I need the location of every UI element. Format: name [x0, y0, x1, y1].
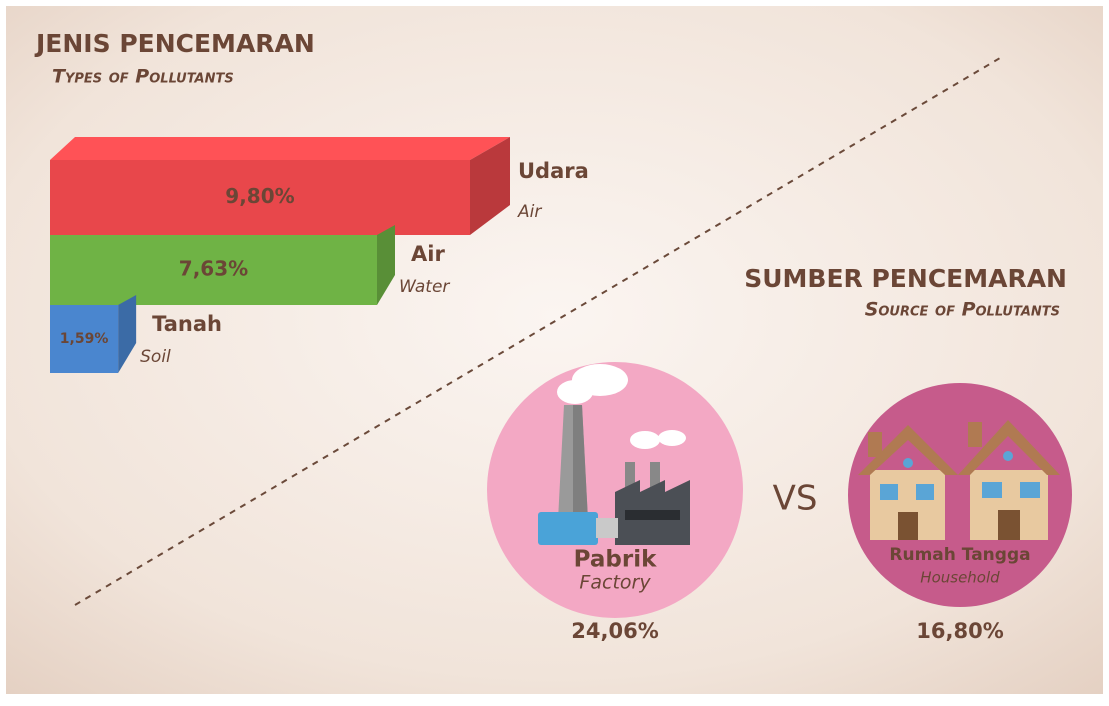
section-title: SUMBER PENCEMARAN [744, 264, 1067, 293]
value-label: 7,63% [179, 257, 248, 281]
source-translation: Household [920, 569, 1000, 587]
category-translation: Water [399, 277, 450, 297]
vs-label: VS [773, 479, 818, 519]
source-label: Pabrik [574, 547, 657, 573]
value-label: 1,59% [60, 331, 109, 347]
chart-title: JENIS PENCEMARAN [34, 29, 315, 58]
section-subtitle: Source of Pollutants [865, 299, 1060, 321]
source-value: 24,06% [571, 619, 658, 643]
source-translation: Factory [579, 572, 651, 594]
category-label: Tanah [152, 312, 222, 336]
source-value: 16,80% [916, 619, 1003, 643]
infographic: JENIS PENCEMARAN Types of Pollutants SUM… [0, 0, 1109, 702]
category-translation: Soil [140, 347, 171, 367]
category-label: Air [411, 242, 445, 266]
category-label: Udara [518, 159, 589, 183]
chart-subtitle: Types of Pollutants [52, 66, 234, 88]
value-label: 9,80% [225, 184, 294, 208]
category-translation: Air [517, 202, 542, 222]
source-label: Rumah Tangga [889, 545, 1030, 565]
bar-top [50, 137, 510, 160]
